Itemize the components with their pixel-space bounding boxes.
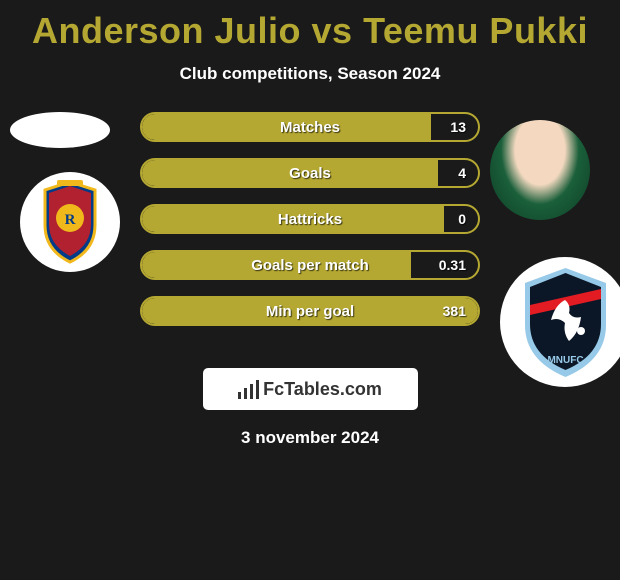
stat-value: 13 [450, 114, 466, 140]
brand-badge: FcTables.com [203, 368, 418, 410]
stat-bars: Matches13 Goals4 Hattricks0 Goals per match… [140, 112, 480, 326]
stat-label: Min per goal [142, 298, 478, 324]
player2-club-badge: MNUFC [500, 257, 620, 387]
stat-bar: Goals4 [140, 158, 480, 188]
bars-chart-icon [238, 380, 259, 399]
page-subtitle: Club competitions, Season 2024 [0, 64, 620, 84]
player2-avatar [490, 120, 590, 220]
stat-value: 381 [443, 298, 466, 324]
stat-bar: Min per goal381 [140, 296, 480, 326]
page-title: Anderson Julio vs Teemu Pukki [0, 0, 620, 52]
stat-bar: Goals per match0.31 [140, 250, 480, 280]
stat-value: 0 [458, 206, 466, 232]
stat-value: 4 [458, 160, 466, 186]
player1-club-badge: R [20, 172, 120, 272]
stat-label: Hattricks [142, 206, 478, 232]
rsl-crest-icon: R [35, 180, 105, 265]
stat-value: 0.31 [439, 252, 466, 278]
svg-text:MNUFC: MNUFC [547, 355, 583, 366]
svg-text:R: R [65, 212, 76, 228]
stat-label: Goals per match [142, 252, 478, 278]
brand-text: FcTables.com [263, 379, 382, 400]
stat-bar: Hattricks0 [140, 204, 480, 234]
stat-bar: Matches13 [140, 112, 480, 142]
mnufc-crest-icon: MNUFC [518, 265, 613, 380]
comparison-panel: R MNUFC Matches13Goals4Hattricks0Goals p… [0, 112, 620, 326]
player1-avatar [10, 112, 110, 148]
stat-label: Matches [142, 114, 478, 140]
footer-date: 3 november 2024 [0, 428, 620, 448]
stat-label: Goals [142, 160, 478, 186]
